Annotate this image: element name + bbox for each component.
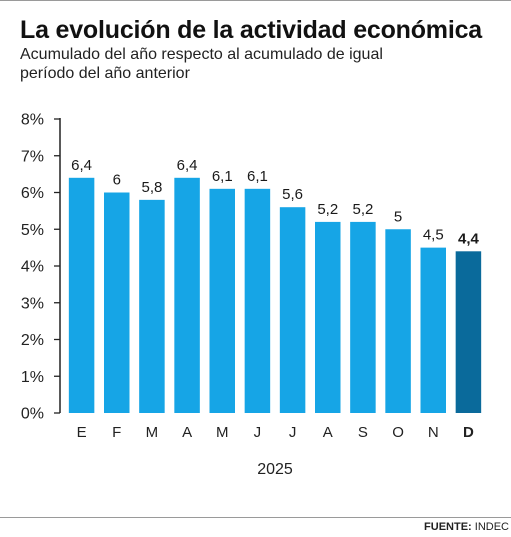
x-tick-label: A xyxy=(323,424,333,441)
top-rule xyxy=(0,0,511,1)
bar xyxy=(315,221,341,413)
bar xyxy=(385,229,411,413)
y-tick-label: 0% xyxy=(21,406,44,423)
bar-value-label: 5,6 xyxy=(282,186,303,203)
bar-value-label: 5,8 xyxy=(141,179,162,196)
bar-value-label: 6,1 xyxy=(212,168,233,185)
source-value: INDEC xyxy=(474,521,509,533)
y-tick-label: 5% xyxy=(21,222,44,239)
bar-value-label: 6,1 xyxy=(247,168,268,185)
x-tick-label: F xyxy=(112,424,121,441)
x-axis-title: 2025 xyxy=(257,461,293,478)
bar xyxy=(209,188,235,413)
x-tick-label: S xyxy=(358,424,368,441)
chart-title: La evolución de la actividad económica xyxy=(20,16,482,44)
x-tick-label: O xyxy=(392,424,404,441)
bar-value-label: 6 xyxy=(113,172,121,189)
chart-subtitle: Acumulado del año respecto al acumulado … xyxy=(20,46,383,82)
bar xyxy=(244,188,271,413)
source-label: FUENTE: xyxy=(424,521,472,533)
bottom-rule xyxy=(0,517,511,518)
bar-value-label: 6,4 xyxy=(71,157,92,174)
y-tick-label: 3% xyxy=(21,295,44,312)
bar xyxy=(139,199,165,413)
bar-value-label: 5,2 xyxy=(317,201,338,218)
y-tick-label: 2% xyxy=(21,332,44,349)
bar-value-label: 6,4 xyxy=(177,157,198,174)
y-tick-label: 1% xyxy=(21,369,44,386)
bar-value-label: 5,2 xyxy=(352,201,373,218)
x-tick-label: E xyxy=(77,424,87,441)
x-tick-label: J xyxy=(254,424,262,441)
y-tick-label: 7% xyxy=(21,148,44,165)
bar xyxy=(350,221,376,413)
bar xyxy=(279,207,306,413)
x-tick-label: N xyxy=(428,424,439,441)
bar xyxy=(420,247,446,413)
x-tick-label: M xyxy=(216,424,229,441)
x-tick-label: A xyxy=(182,424,192,441)
x-tick-label: M xyxy=(146,424,159,441)
x-tick-label: D xyxy=(463,424,474,441)
bar xyxy=(68,177,95,413)
y-tick-label: 6% xyxy=(21,185,44,202)
bar xyxy=(104,192,130,413)
bar xyxy=(455,251,482,413)
y-tick-label: 8% xyxy=(21,112,44,129)
y-tick-label: 4% xyxy=(21,259,44,276)
bar-value-label: 5 xyxy=(394,208,402,225)
bar-value-label: 4,4 xyxy=(458,230,480,247)
bar-value-label: 4,5 xyxy=(423,227,444,244)
x-tick-label: J xyxy=(289,424,297,441)
source-note: FUENTE: INDEC xyxy=(424,521,509,533)
bar-chart: 0% 1% 2% 3% 4% 5% 6% 7% 8% 6,4 E 6 F 5,8 M 6,4 A 6,1 M 6,1 J… xyxy=(21,112,482,478)
bar xyxy=(174,177,200,413)
